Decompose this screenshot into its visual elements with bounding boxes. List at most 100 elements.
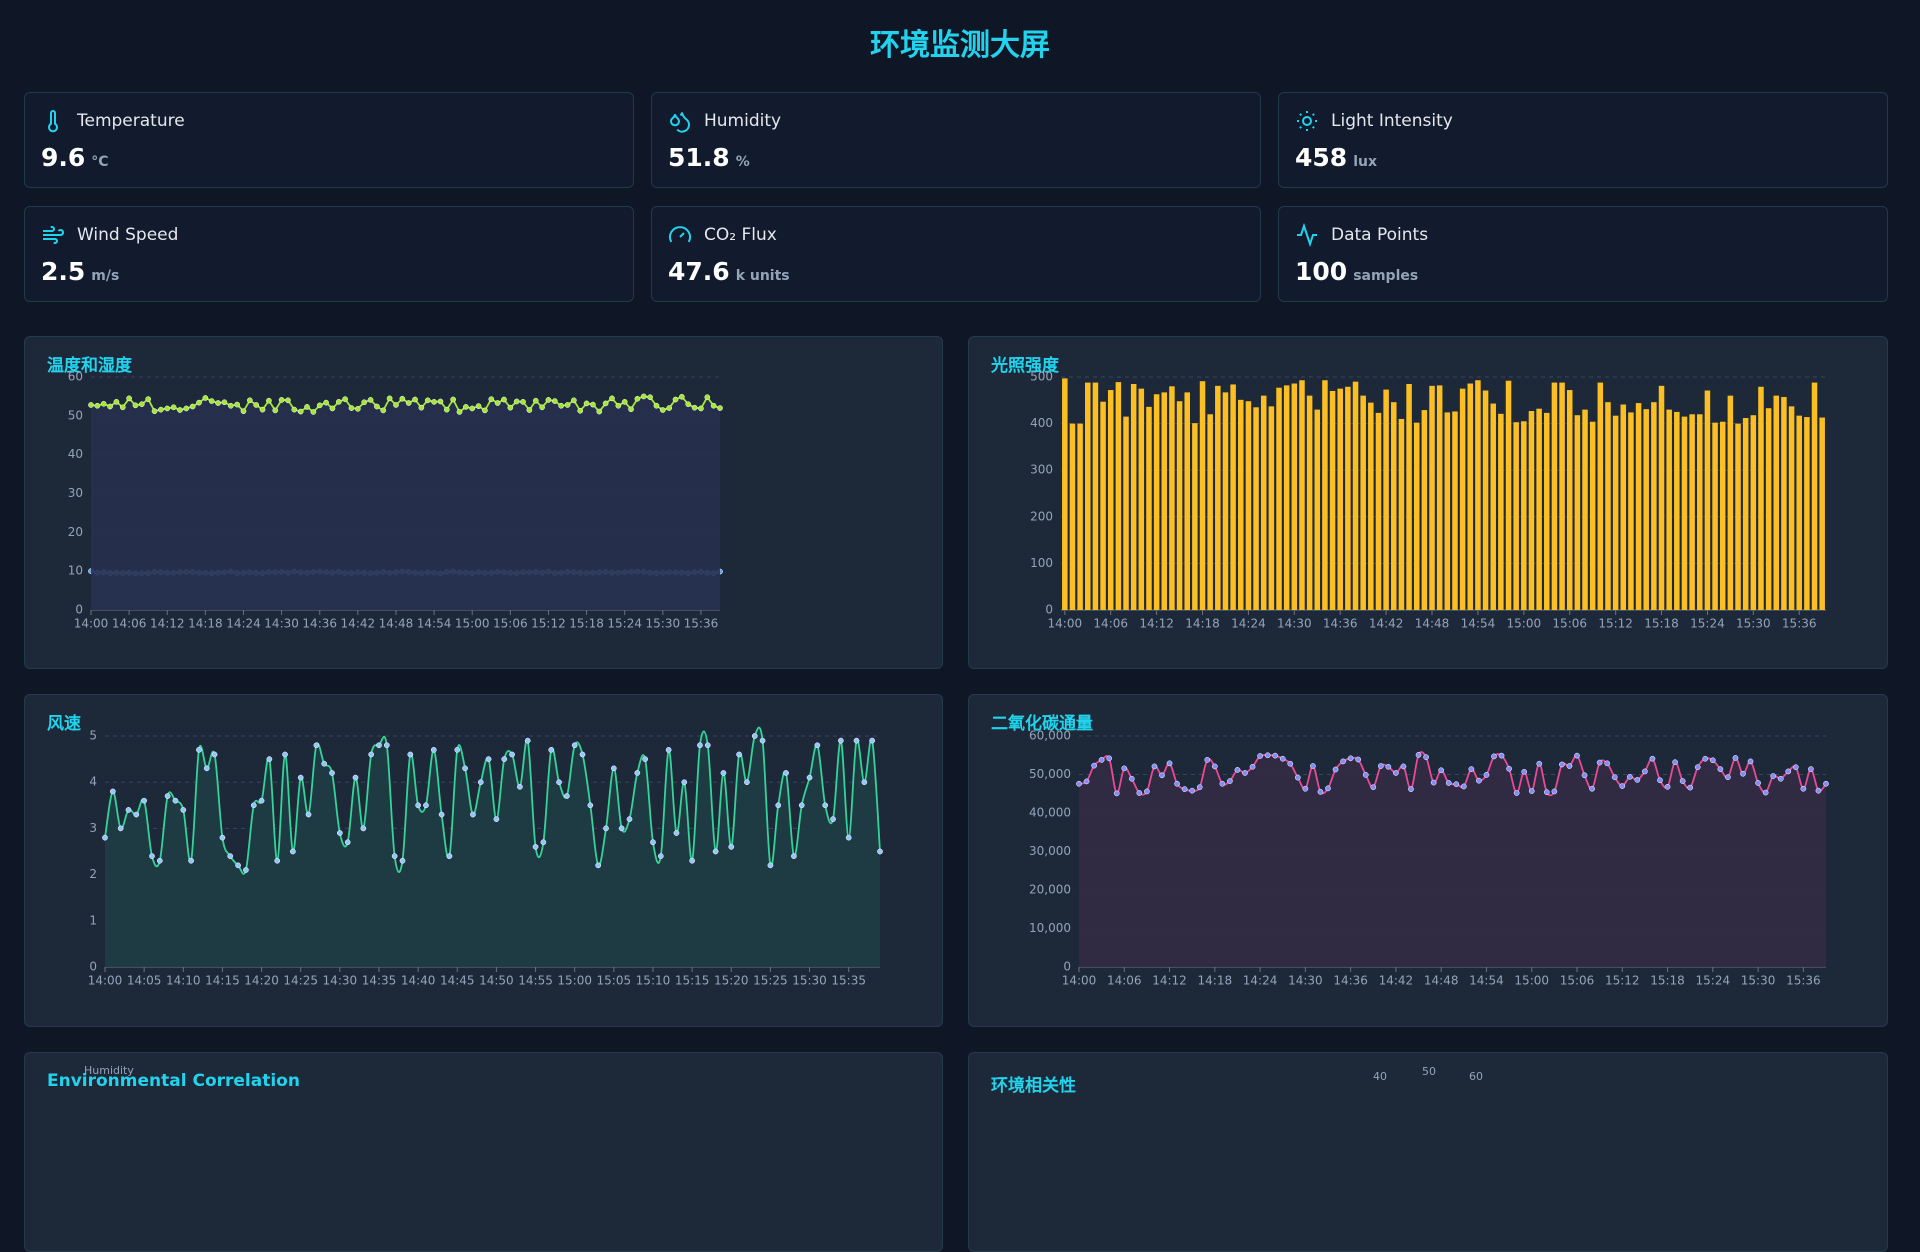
x-tick-label: 14:00 [74,617,109,631]
x-tick-label: 14:24 [226,617,261,631]
point [626,816,633,823]
x-tick-label: 14:00 [1048,617,1083,631]
point [1385,763,1392,770]
bar [1115,382,1122,610]
x-tick-label: 14:05 [127,974,162,988]
point [579,751,586,758]
y-tick-label: 0 [75,603,83,617]
y-tick-label: 400 [1030,416,1053,430]
point [861,779,868,786]
y-tick-label: 50,000 [1029,767,1071,781]
x-tick-label: 14:30 [1288,974,1323,988]
bar [1788,406,1795,610]
point [698,405,704,412]
bar [1413,422,1420,610]
point [665,747,672,753]
point [1634,777,1641,783]
unit: °C [91,154,109,170]
point [1687,784,1694,791]
thermometer-icon [48,110,58,133]
y-tick-label: 10,000 [1029,921,1071,935]
point [1189,787,1196,794]
x-tick-label: 15:24 [1690,617,1725,631]
y-tick-label: 0 [1045,603,1053,617]
y-tick-label: 300 [1030,463,1053,477]
bar [1742,418,1749,610]
point [138,401,145,408]
gauge-icon [669,226,691,243]
y-tick-label: 0 [89,960,97,974]
y-tick-label: 50 [68,408,83,422]
point [1362,772,1369,778]
bar [1283,385,1290,610]
bar [1352,381,1359,610]
point [1370,784,1377,791]
x-tick-label: 15:20 [714,974,749,988]
stat-card: Light Intensity 458 lux [1278,92,1888,188]
point [545,397,552,403]
bar [1704,390,1711,610]
point [1717,766,1724,772]
wind-icon [43,226,64,244]
bar [1819,417,1825,610]
bar [1719,421,1726,610]
axis-label: Humidity [84,1064,134,1077]
point [1317,788,1324,795]
x-tick-label: 15:24 [1696,974,1731,988]
point [524,737,531,744]
x-tick-label: 15:12 [1605,974,1640,988]
x-tick-label: 14:18 [188,617,223,631]
point [117,825,124,832]
point [1626,773,1633,780]
point [494,400,501,406]
point [383,742,390,749]
bar [1253,407,1259,610]
point [259,406,266,413]
stat-card: Data Points 100 samples [1278,206,1888,302]
point [272,407,279,414]
bar [1238,399,1244,610]
point [845,834,852,841]
point [329,770,335,776]
point [830,816,836,823]
x-tick-label: 14:35 [362,974,397,988]
x-tick-label: 14:10 [166,974,201,988]
bar [1513,422,1519,610]
x-tick-label: 15:12 [1598,617,1633,631]
bar [1192,423,1198,610]
point [164,405,171,412]
point [335,399,342,405]
bar [1582,409,1588,610]
x-tick-label: 14:45 [440,974,475,988]
point [618,825,625,832]
bar [1421,410,1428,610]
x-tick-label: 14:42 [1369,617,1404,631]
point [438,811,445,818]
x-tick-label: 15:30 [646,617,681,631]
point [183,405,190,412]
bar [1291,383,1298,610]
bar [1628,412,1634,610]
x-tick-label: 14:30 [264,617,299,631]
point [133,811,140,818]
point [1551,788,1558,795]
point [1823,780,1829,787]
point [1257,753,1263,759]
x-tick-label: 15:00 [557,974,592,988]
x-tick-label: 14:24 [1231,617,1266,631]
point [119,404,126,411]
card-label: Light Intensity [1331,111,1453,131]
chart-panel: 光照强度 0 100 200 300 400 500 14:00 14:06 14:12 14:18… [968,336,1888,669]
value: 100 [1295,257,1348,286]
bar [1222,392,1229,610]
bar [1559,382,1565,610]
value: 458 [1295,143,1348,172]
point [235,862,241,869]
x-tick-label: 14:40 [401,974,436,988]
point [583,400,590,407]
point [170,404,177,411]
point [1740,770,1746,777]
point [488,396,495,402]
card-label: Temperature [77,111,185,131]
point [126,395,132,402]
